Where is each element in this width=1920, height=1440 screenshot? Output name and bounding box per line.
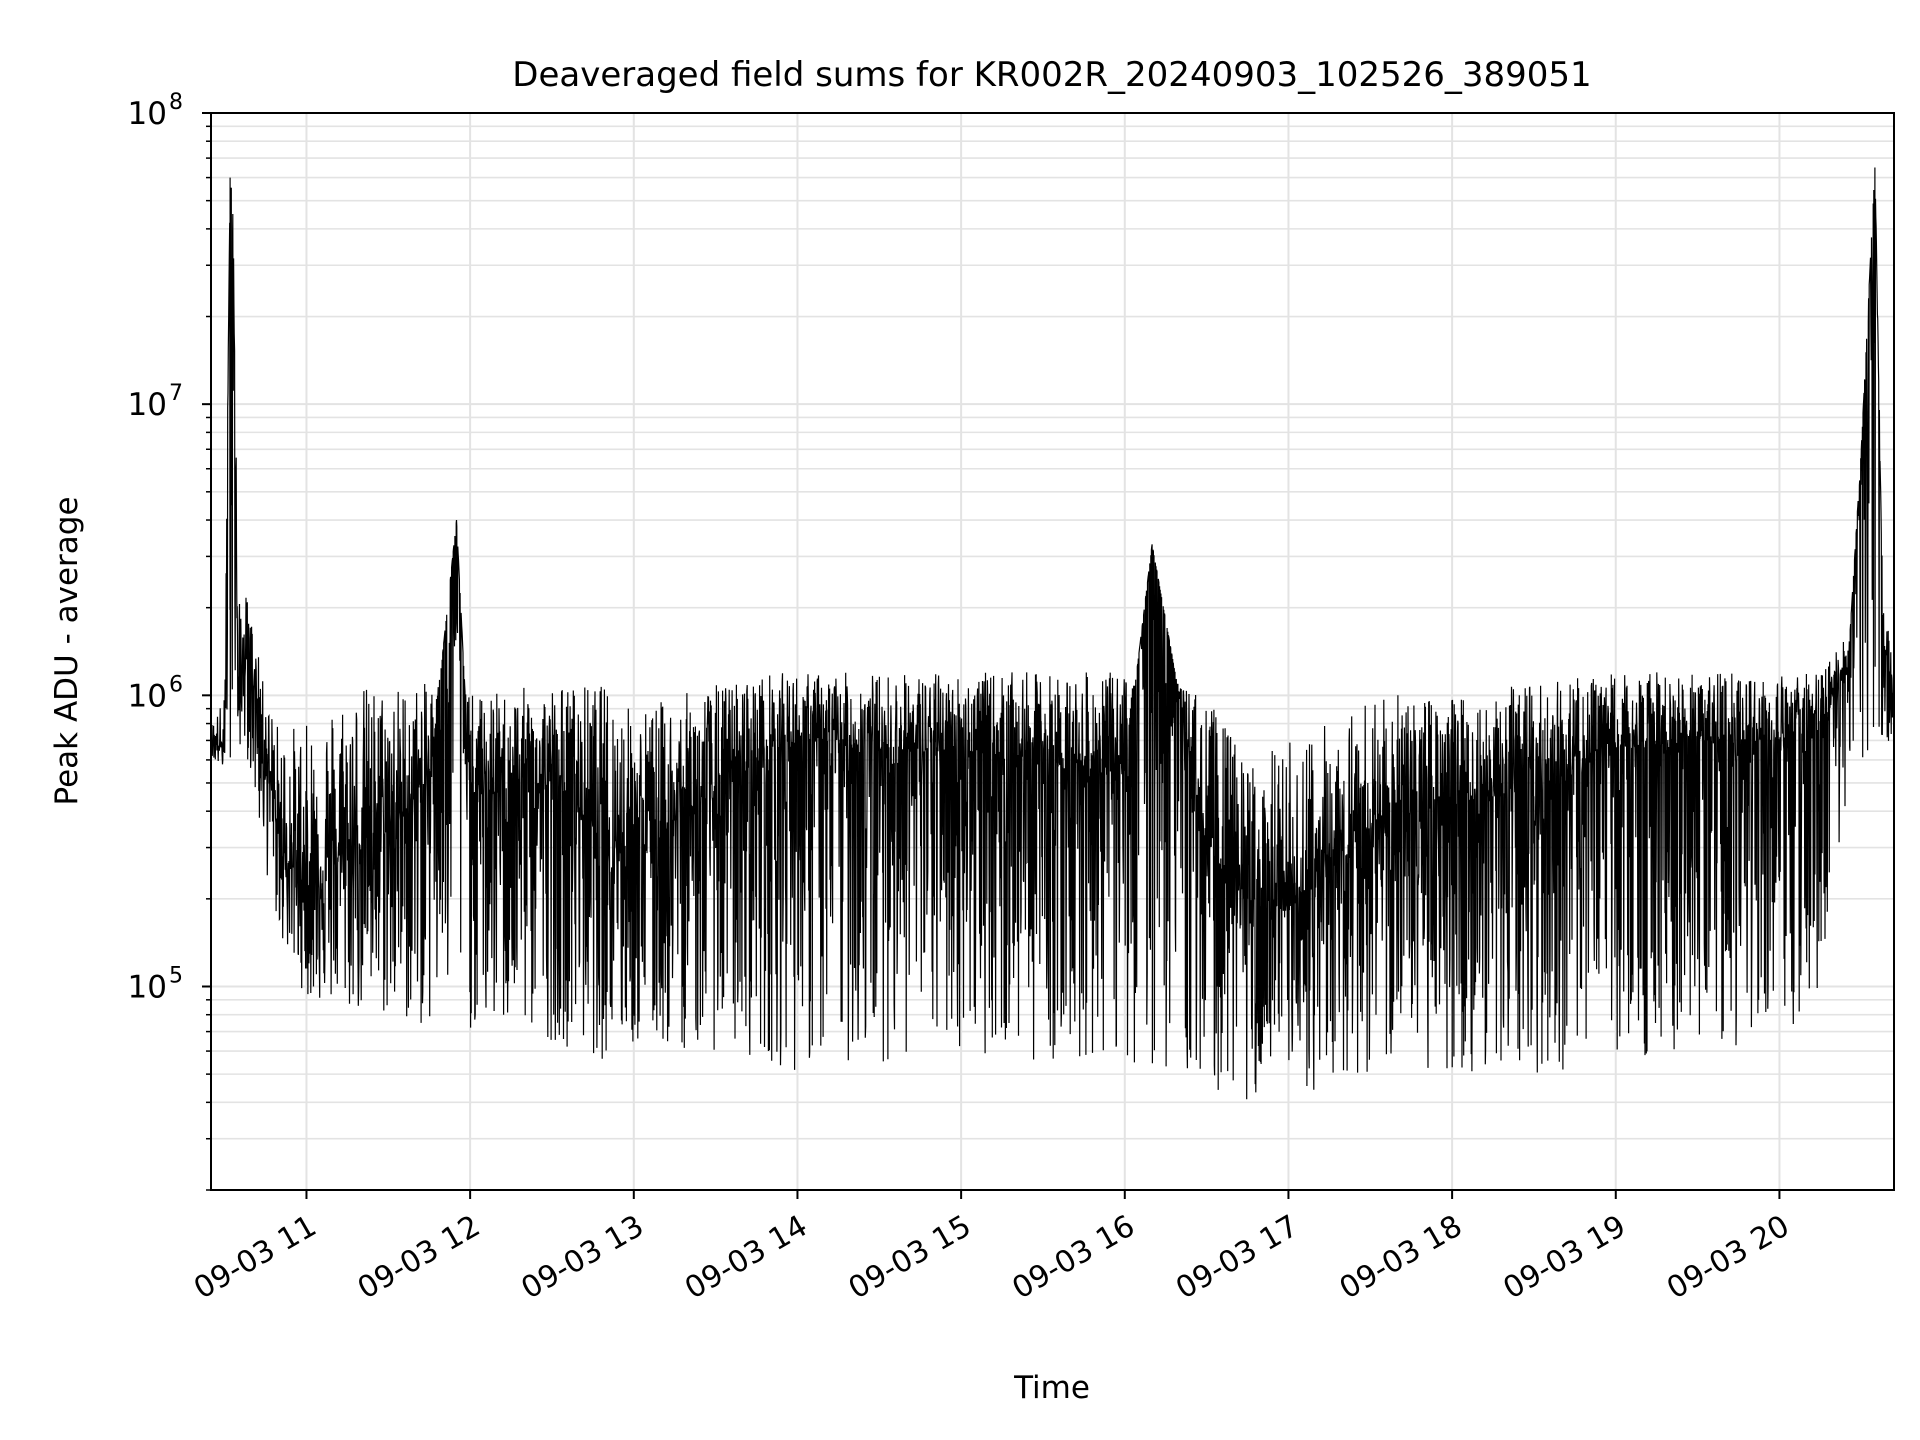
y-tick-exponent: 8 (169, 90, 183, 115)
y-tick-exponent: 6 (169, 672, 183, 697)
series-line (210, 167, 1895, 1100)
y-tick-label: 10 (128, 96, 167, 132)
axes-frame (210, 112, 1895, 1191)
chart-title: Deaveraged field sums for KR002R_2024090… (512, 55, 1591, 95)
y-axis-label: Peak ADU - average (49, 496, 85, 805)
x-axis-label: Time (1013, 1370, 1090, 1406)
plot-area (210, 167, 1895, 1100)
y-tick-exponent: 5 (169, 963, 183, 988)
y-tick-label: 10 (128, 387, 167, 423)
y-tick-label: 10 (128, 678, 167, 714)
y-tick-exponent: 7 (169, 381, 183, 406)
y-tick-label: 10 (128, 969, 167, 1005)
